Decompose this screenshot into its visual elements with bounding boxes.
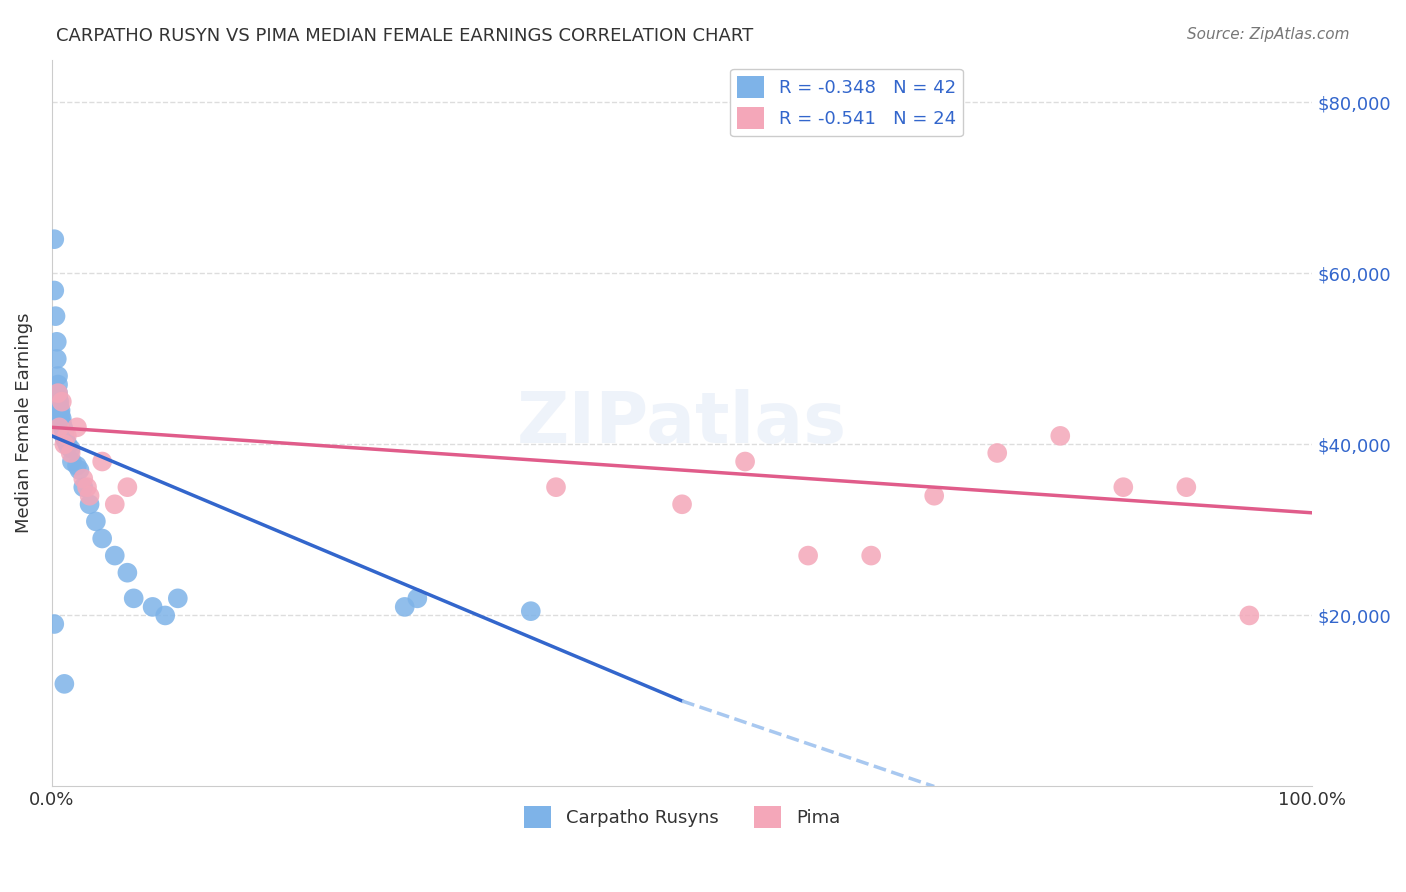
Point [53,429,76,443]
Point [51,416,73,430]
Point [44,232,66,246]
Point [797,549,820,563]
Point [53,431,76,445]
Point [91,454,114,468]
Point [48,420,70,434]
Point [1175,480,1198,494]
Point [46,377,69,392]
Point [46,390,69,404]
Point [1239,608,1261,623]
Point [59,442,82,456]
Point [55,433,77,447]
Point [45,351,67,366]
Point [117,480,139,494]
Point [91,532,114,546]
Point [986,446,1008,460]
Point [44,617,66,632]
Point [72,472,94,486]
Point [104,549,127,563]
Legend: Carpatho Rusyns, Pima: Carpatho Rusyns, Pima [517,799,848,836]
Point [44,309,66,323]
Point [46,386,69,401]
Point [142,599,165,614]
Point [51,394,73,409]
Point [544,480,567,494]
Point [46,369,69,384]
Point [49,408,72,422]
Point [53,677,76,691]
Point [72,480,94,494]
Point [394,599,416,614]
Point [406,591,429,606]
Point [69,463,91,477]
Point [44,284,66,298]
Point [520,604,543,618]
Y-axis label: Median Female Earnings: Median Female Earnings [15,313,32,533]
Point [79,489,101,503]
Point [56,435,79,450]
Point [79,497,101,511]
Point [52,420,75,434]
Point [122,591,145,606]
Point [104,497,127,511]
Point [56,439,79,453]
Point [56,429,79,443]
Point [51,411,73,425]
Point [76,480,98,494]
Point [155,608,177,623]
Point [166,591,188,606]
Point [53,437,76,451]
Point [922,489,945,503]
Point [52,422,75,436]
Point [46,386,69,401]
Point [671,497,693,511]
Point [66,420,89,434]
Point [734,454,756,468]
Point [1112,480,1135,494]
Point [48,399,70,413]
Point [60,454,83,468]
Point [53,425,76,439]
Text: Source: ZipAtlas.com: Source: ZipAtlas.com [1187,27,1350,42]
Text: ZIPatlas: ZIPatlas [517,389,848,458]
Point [117,566,139,580]
Point [48,394,70,409]
Point [1049,429,1071,443]
Point [84,515,107,529]
Point [49,403,72,417]
Text: CARPATHO RUSYN VS PIMA MEDIAN FEMALE EARNINGS CORRELATION CHART: CARPATHO RUSYN VS PIMA MEDIAN FEMALE EAR… [56,27,754,45]
Point [66,458,89,473]
Point [59,446,82,460]
Point [45,334,67,349]
Point [860,549,883,563]
